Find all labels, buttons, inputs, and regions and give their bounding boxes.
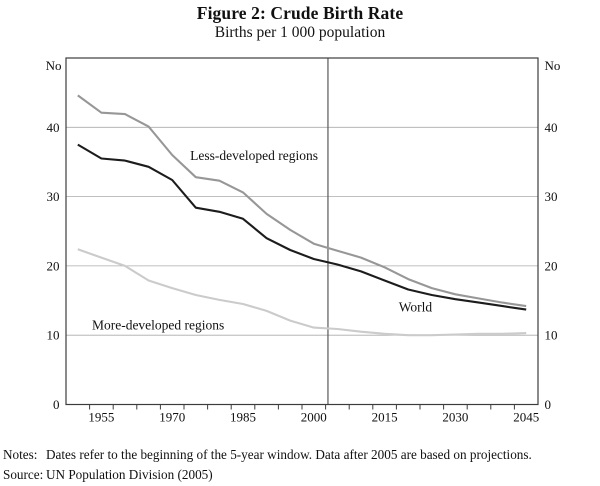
x-axis-label-2030: 2030 [442,410,468,425]
series-label-more-developed-regions: More-developed regions [92,318,224,333]
x-axis-label-2015: 2015 [372,410,398,425]
y-axis-label-right-10: 10 [545,328,558,343]
x-axis-label-2000: 2000 [301,410,327,425]
y-axis-label-left-20: 20 [47,258,60,273]
y-axis-unit-right: No [545,58,561,73]
figure-title: Figure 2: Crude Birth Rate [196,3,404,23]
figure-notes: Notes: Dates refer to the beginning of t… [3,447,598,463]
series-label-world: World [399,300,433,315]
x-axis-label-2045: 2045 [513,410,539,425]
series-line-world [77,143,527,311]
x-axis-label-1970: 1970 [159,410,185,425]
series-line-less-developed-regions [77,94,527,308]
y-axis-unit-left: No [46,58,62,73]
notes-text: Dates refer to the beginning of the 5-ye… [46,447,532,462]
notes-label: Notes: [3,447,38,462]
y-axis-label-left-0: 0 [53,397,60,412]
y-axis-label-right-20: 20 [545,258,558,273]
plot-frame [65,57,539,406]
y-axis-label-right-30: 30 [545,189,558,204]
source-label: Source: [3,467,44,482]
x-axis-label-1955: 1955 [88,410,114,425]
source-text: UN Population Division (2005) [46,467,213,482]
series-label-less-developed-regions: Less-developed regions [190,148,318,163]
y-axis-label-left-30: 30 [47,189,60,204]
figure-subtitle: Births per 1 000 population [214,24,386,41]
y-axis-label-left-10: 10 [47,328,60,343]
figure-source: Source: UN Population Division (2005) [3,467,598,483]
series-line-more-developed-regions [77,248,527,337]
x-axis-label-1985: 1985 [230,410,256,425]
y-axis-label-right-40: 40 [545,120,558,135]
y-axis-label-right-0: 0 [545,397,552,412]
y-axis-label-left-40: 40 [47,120,60,135]
